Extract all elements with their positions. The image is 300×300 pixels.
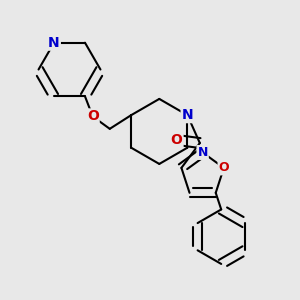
Text: O: O xyxy=(171,133,182,147)
Text: N: N xyxy=(182,108,193,122)
Text: O: O xyxy=(218,161,229,174)
Text: O: O xyxy=(87,110,99,123)
Text: N: N xyxy=(48,36,60,50)
Text: N: N xyxy=(197,146,208,159)
